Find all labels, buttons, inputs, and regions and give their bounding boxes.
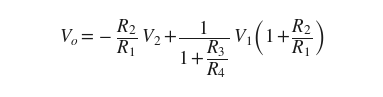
Text: ${\it V}_o = -\,\dfrac{R_2}{R_1}\; V_2 + \dfrac{1}{1+\dfrac{R_3}{R_4}}\; V_1 \le: ${\it V}_o = -\,\dfrac{R_2}{R_1}\; V_2 +… xyxy=(59,17,324,80)
